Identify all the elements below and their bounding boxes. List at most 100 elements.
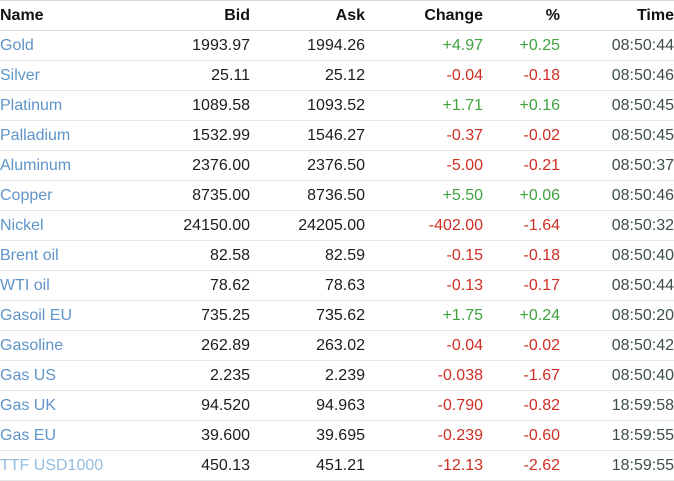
- change-value: -402.00: [365, 210, 483, 241]
- bid-value: 82.58: [175, 240, 250, 271]
- name-cell: WTI oil: [0, 270, 175, 301]
- change-value: -0.37: [365, 120, 483, 151]
- ask-value: 2376.50: [250, 150, 365, 181]
- change-value: -0.04: [365, 60, 483, 91]
- instrument-name-link[interactable]: Platinum: [0, 97, 63, 114]
- name-cell: Gas UK: [0, 390, 175, 421]
- ask-value: 263.02: [250, 330, 365, 361]
- last-update-time: 18:59:55: [560, 420, 674, 451]
- instrument-name-link[interactable]: Gasoline: [0, 337, 64, 354]
- bid-value: 262.89: [175, 330, 250, 361]
- instrument-name-link[interactable]: Gasoil EU: [0, 307, 73, 324]
- table-row[interactable]: Gas EU 39.600 39.695 -0.239 -0.60 18:59:55: [0, 420, 674, 451]
- table-row[interactable]: Gold 1993.97 1994.26 +4.97 +0.25 08:50:44: [0, 30, 674, 61]
- percent-change-value: -0.18: [483, 240, 560, 271]
- table-row[interactable]: Gas US 2.235 2.239 -0.038 -1.67 08:50:40: [0, 360, 674, 391]
- change-value: -0.038: [365, 360, 483, 391]
- name-cell: TTF USD1000: [0, 450, 175, 481]
- ask-value: 25.12: [250, 60, 365, 91]
- table-row[interactable]: Nickel 24150.00 24205.00 -402.00 -1.64 08:50:…: [0, 210, 674, 241]
- column-header-percent: %: [483, 0, 560, 31]
- name-cell: Nickel: [0, 210, 175, 241]
- instrument-name-link[interactable]: TTF USD1000: [0, 457, 104, 474]
- last-update-time: 18:59:58: [560, 390, 674, 421]
- last-update-time: 08:50:40: [560, 360, 674, 391]
- last-update-time: 08:50:46: [560, 180, 674, 211]
- bid-value: 39.600: [175, 420, 250, 451]
- column-header-change: Change: [365, 0, 483, 31]
- name-cell: Palladium: [0, 120, 175, 151]
- bid-value: 94.520: [175, 390, 250, 421]
- name-cell: Gasoil EU: [0, 300, 175, 331]
- ask-value: 1093.52: [250, 90, 365, 121]
- percent-change-value: -2.62: [483, 450, 560, 481]
- bid-value: 78.62: [175, 270, 250, 301]
- bid-value: 24150.00: [175, 210, 250, 241]
- instrument-name-link[interactable]: Palladium: [0, 127, 71, 144]
- table-row[interactable]: Palladium 1532.99 1546.27 -0.37 -0.02 08:50:4…: [0, 120, 674, 151]
- last-update-time: 18:59:55: [560, 450, 674, 481]
- ask-value: 82.59: [250, 240, 365, 271]
- last-update-time: 08:50:44: [560, 270, 674, 301]
- instrument-name-link[interactable]: Gold: [0, 37, 34, 54]
- last-update-time: 08:50:37: [560, 150, 674, 181]
- column-header-ask: Ask: [250, 0, 365, 31]
- instrument-name-link[interactable]: Aluminum: [0, 157, 72, 174]
- percent-change-value: +0.24: [483, 300, 560, 331]
- table-row[interactable]: TTF USD1000 450.13 451.21 -12.13 -2.62 18:59:…: [0, 450, 674, 481]
- table-row[interactable]: Silver 25.11 25.12 -0.04 -0.18 08:50:46: [0, 60, 674, 91]
- name-cell: Copper: [0, 180, 175, 211]
- ask-value: 1546.27: [250, 120, 365, 151]
- table-row[interactable]: Aluminum 2376.00 2376.50 -5.00 -0.21 08:50:37: [0, 150, 674, 181]
- instrument-name-link[interactable]: WTI oil: [0, 277, 50, 294]
- table-row[interactable]: Platinum 1089.58 1093.52 +1.71 +0.16 08:50:45: [0, 90, 674, 121]
- instrument-name-link[interactable]: Copper: [0, 187, 53, 204]
- table-row[interactable]: Gasoline 262.89 263.02 -0.04 -0.02 08:50:42: [0, 330, 674, 361]
- percent-change-value: -0.02: [483, 120, 560, 151]
- name-cell: Gas US: [0, 360, 175, 391]
- change-value: -0.13: [365, 270, 483, 301]
- column-header-time: Time: [560, 0, 674, 31]
- bid-value: 1089.58: [175, 90, 250, 121]
- change-value: -12.13: [365, 450, 483, 481]
- change-value: -5.00: [365, 150, 483, 181]
- bid-value: 2.235: [175, 360, 250, 391]
- instrument-name-link[interactable]: Brent oil: [0, 247, 59, 264]
- percent-change-value: +0.16: [483, 90, 560, 121]
- percent-change-value: +0.25: [483, 30, 560, 61]
- table-row[interactable]: Copper 8735.00 8736.50 +5.50 +0.06 08:50:46: [0, 180, 674, 211]
- percent-change-value: -0.17: [483, 270, 560, 301]
- table-row[interactable]: Brent oil 82.58 82.59 -0.15 -0.18 08:50:40: [0, 240, 674, 271]
- name-cell: Gold: [0, 30, 175, 61]
- name-cell: Gas EU: [0, 420, 175, 451]
- last-update-time: 08:50:42: [560, 330, 674, 361]
- instrument-name-link[interactable]: Gas EU: [0, 427, 57, 444]
- table-row[interactable]: Gas UK 94.520 94.963 -0.790 -0.82 18:59:58: [0, 390, 674, 421]
- bid-value: 450.13: [175, 450, 250, 481]
- change-value: +1.75: [365, 300, 483, 331]
- last-update-time: 08:50:32: [560, 210, 674, 241]
- instrument-name-link[interactable]: Silver: [0, 67, 41, 84]
- last-update-time: 08:50:20: [560, 300, 674, 331]
- instrument-name-link[interactable]: Gas UK: [0, 397, 57, 414]
- instrument-name-link[interactable]: Nickel: [0, 217, 44, 234]
- ask-value: 451.21: [250, 450, 365, 481]
- last-update-time: 08:50:44: [560, 30, 674, 61]
- name-cell: Aluminum: [0, 150, 175, 181]
- ask-value: 94.963: [250, 390, 365, 421]
- last-update-time: 08:50:45: [560, 90, 674, 121]
- change-value: +5.50: [365, 180, 483, 211]
- bid-value: 25.11: [175, 60, 250, 91]
- ask-value: 2.239: [250, 360, 365, 391]
- percent-change-value: -0.02: [483, 330, 560, 361]
- change-value: -0.15: [365, 240, 483, 271]
- table-row[interactable]: WTI oil 78.62 78.63 -0.13 -0.17 08:50:44: [0, 270, 674, 301]
- ask-value: 78.63: [250, 270, 365, 301]
- instrument-name-link[interactable]: Gas US: [0, 367, 57, 384]
- change-value: -0.790: [365, 390, 483, 421]
- table-row[interactable]: Gasoil EU 735.25 735.62 +1.75 +0.24 08:50:20: [0, 300, 674, 331]
- ask-value: 8736.50: [250, 180, 365, 211]
- name-cell: Brent oil: [0, 240, 175, 271]
